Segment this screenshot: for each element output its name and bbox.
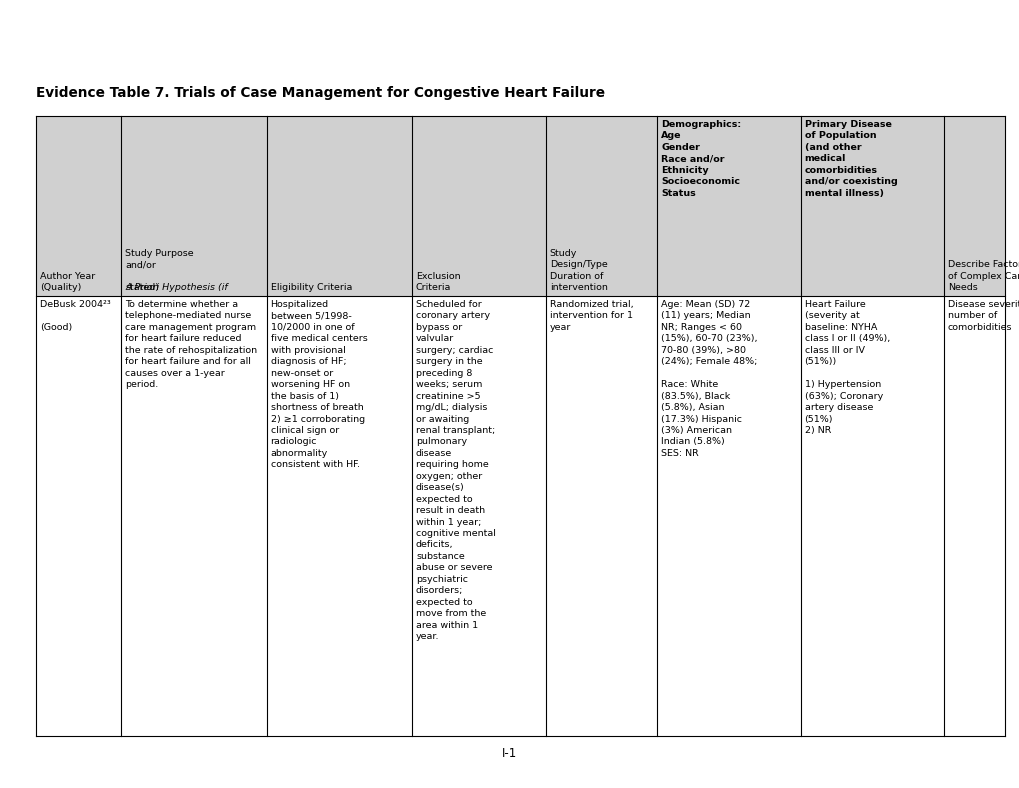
- Bar: [36, 116, 1004, 296]
- Text: I-1: I-1: [502, 747, 517, 760]
- Text: To determine whether a
telephone-mediated nurse
care management program
for hear: To determine whether a telephone-mediate…: [125, 300, 257, 389]
- Text: Scheduled for
coronary artery
bypass or
valvular
surgery; cardiac
surgery in the: Scheduled for coronary artery bypass or …: [416, 300, 495, 641]
- Text: Randomized trial,
intervention for 1
year: Randomized trial, intervention for 1 yea…: [549, 300, 633, 332]
- Text: Primary Disease
of Population
(and other
medical
comorbidities
and/or coexisting: Primary Disease of Population (and other…: [804, 120, 897, 198]
- Text: Author Year
(Quality): Author Year (Quality): [40, 272, 95, 292]
- Text: Age: Mean (SD) 72
(11) years; Median
NR; Ranges < 60
(15%), 60-70 (23%),
70-80 (: Age: Mean (SD) 72 (11) years; Median NR;…: [660, 300, 757, 458]
- Text: DeBusk 2004²³

(Good): DeBusk 2004²³ (Good): [40, 300, 111, 332]
- Text: Demographics:
Age
Gender
Race and/or
Ethnicity
Socioeconomic
Status: Demographics: Age Gender Race and/or Eth…: [660, 120, 741, 198]
- Text: Hospitalized
between 5/1998-
10/2000 in one of
five medical centers
with provisi: Hospitalized between 5/1998- 10/2000 in …: [270, 300, 367, 470]
- Text: A Priori Hypothesis (if: A Priori Hypothesis (if: [125, 260, 228, 292]
- Text: Evidence Table 7. Trials of Case Management for Congestive Heart Failure: Evidence Table 7. Trials of Case Managem…: [36, 86, 604, 100]
- Text: Heart Failure
(severity at
baseline: NYHA
class I or II (49%),
class III or IV
(: Heart Failure (severity at baseline: NYH…: [804, 300, 889, 435]
- Text: Study Purpose
and/or
 
stated): Study Purpose and/or stated): [125, 249, 194, 292]
- Text: Disease severity;
number of
comorbidities: Disease severity; number of comorbiditie…: [947, 300, 1019, 332]
- Text: Exclusion
Criteria: Exclusion Criteria: [416, 272, 461, 292]
- Text: Study
Design/Type
Duration of
intervention: Study Design/Type Duration of interventi…: [549, 249, 607, 292]
- Text: Eligibility Criteria: Eligibility Criteria: [270, 283, 352, 292]
- Text: Describe Factors
of Complex Care
Needs: Describe Factors of Complex Care Needs: [947, 260, 1019, 292]
- Bar: [36, 296, 1004, 736]
